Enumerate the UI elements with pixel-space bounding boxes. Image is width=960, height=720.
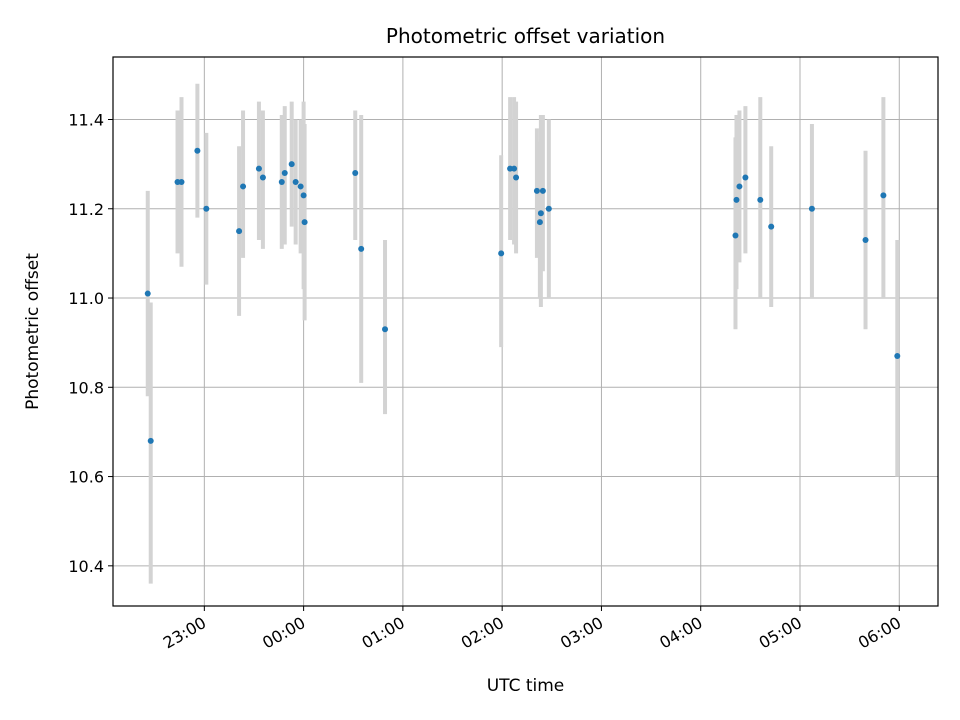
data-point <box>768 223 775 230</box>
grid-lines <box>113 57 938 606</box>
data-point <box>278 178 285 185</box>
data-point <box>144 290 151 297</box>
data-point <box>147 437 154 444</box>
data-point <box>358 245 365 252</box>
data-point <box>539 187 546 194</box>
data-point <box>281 170 288 177</box>
data-point <box>537 210 544 217</box>
y-tick-label: 11.4 <box>68 110 104 129</box>
data-point <box>498 250 505 257</box>
data-point <box>297 183 304 190</box>
data-point <box>288 161 295 168</box>
data-point <box>259 174 266 181</box>
data-point <box>742 174 749 181</box>
data-points <box>144 147 901 444</box>
data-point <box>862 237 869 243</box>
data-point <box>732 232 739 239</box>
y-tick-label: 10.4 <box>68 557 104 576</box>
data-point <box>300 192 307 199</box>
y-axis-title: Photometric offset <box>23 253 43 410</box>
x-axis-title: UTC time <box>487 676 565 696</box>
y-tick-label: 11.2 <box>68 200 104 219</box>
chart-title: Photometric offset variation <box>386 24 665 48</box>
data-point <box>236 228 243 235</box>
data-point <box>733 196 740 203</box>
data-point <box>178 178 185 185</box>
data-point <box>757 196 764 203</box>
data-point <box>536 219 543 226</box>
y-tick-label: 10.6 <box>68 468 104 487</box>
data-point <box>736 183 743 190</box>
y-tick-label: 10.8 <box>68 378 104 397</box>
data-point <box>894 353 901 360</box>
y-axis-ticks: 10.4 10.6 10.8 11.0 11.2 11.4 <box>68 110 113 576</box>
plot-frame <box>112 56 939 607</box>
data-point <box>292 178 299 185</box>
data-point <box>352 170 359 177</box>
data-point <box>511 165 518 172</box>
data-point <box>545 205 552 212</box>
data-point <box>301 219 308 226</box>
data-point <box>203 205 210 212</box>
data-point <box>808 205 815 212</box>
data-point <box>255 165 262 172</box>
data-point <box>513 174 520 181</box>
data-point <box>382 326 389 333</box>
data-point <box>240 183 247 190</box>
data-point <box>194 147 201 154</box>
data-point <box>880 192 887 199</box>
data-point <box>533 187 540 194</box>
y-tick-label: 11.0 <box>68 289 104 308</box>
